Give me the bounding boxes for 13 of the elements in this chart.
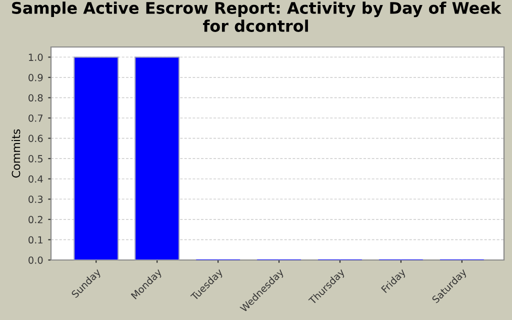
y-tick-label: 0.9 — [28, 74, 43, 82]
y-tick-label: 0.4 — [28, 175, 43, 183]
y-tick-label: 0.5 — [28, 155, 43, 162]
chart-title: Sample Active Escrow Report: Activity by Day of Week for dcontrol — [12, 2, 502, 32]
y-tick-label: 0.2 — [28, 216, 42, 224]
y-tick-label: 1.0 — [28, 54, 43, 61]
y-tick-label: 0.8 — [28, 94, 43, 102]
y-tick-label: 0.0 — [28, 256, 43, 264]
y-tick-label: 0.1 — [28, 236, 42, 244]
y-axis-title: Commits — [12, 129, 20, 178]
y-tick-label: 0.3 — [28, 196, 43, 203]
y-tick-label: 0.7 — [28, 114, 43, 122]
y-tick-label: 0.6 — [28, 134, 43, 142]
